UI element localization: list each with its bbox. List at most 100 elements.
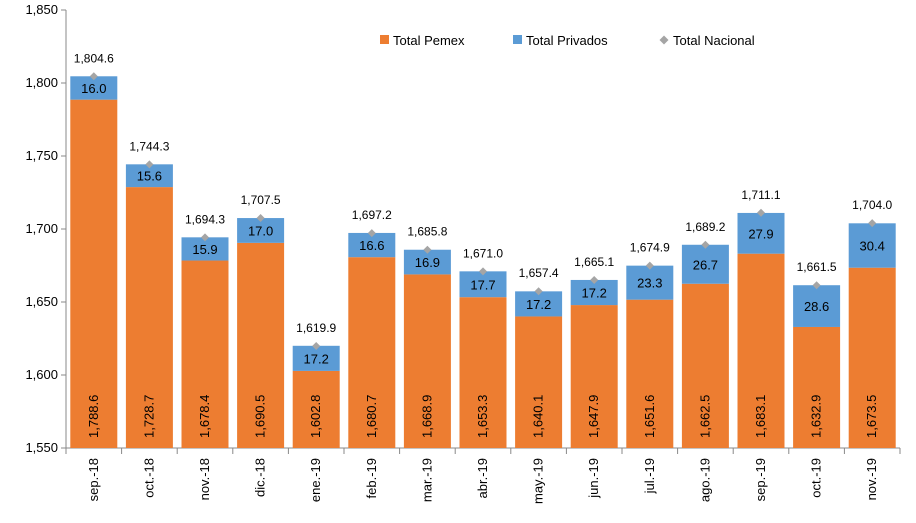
marker-nacional — [479, 267, 487, 276]
bar-segment-privados — [125, 164, 173, 188]
data-label-privados: 17.2 — [526, 297, 551, 312]
data-label-nacional: 1,694.3 — [185, 212, 225, 226]
bar-segment-privados — [848, 223, 896, 268]
data-label-pemex: 1,683.1 — [753, 395, 768, 438]
data-label-nacional: 1,804.6 — [74, 51, 114, 65]
marker-nacional — [312, 341, 321, 350]
data-label-pemex: 1,690.5 — [253, 395, 268, 438]
bar-segment-pemex — [570, 305, 618, 448]
data-label-privados: 16.6 — [359, 238, 384, 253]
data-label-pemex: 1,651.6 — [642, 395, 657, 438]
y-tick-label: 1,700 — [25, 221, 58, 236]
bar-segment-privados — [626, 265, 674, 300]
marker-nacional — [701, 240, 710, 249]
bar-segment-pemex — [237, 242, 285, 448]
bar-segment-pemex — [626, 299, 674, 448]
x-tick-label: feb.-19 — [364, 458, 379, 498]
data-label-pemex: 1,678.4 — [197, 395, 212, 438]
bar-segment-privados — [737, 212, 785, 254]
y-tick-label: 1,650 — [25, 294, 58, 309]
bar-segment-privados — [793, 285, 841, 327]
x-tick-label: mar.-19 — [419, 458, 434, 502]
data-label-privados: 16.9 — [415, 255, 440, 270]
legend-swatch — [380, 35, 389, 44]
data-label-privados: 23.3 — [637, 276, 662, 291]
data-label-pemex: 1,788.6 — [86, 395, 101, 438]
y-tick-label: 1,850 — [25, 2, 58, 17]
data-label-nacional: 1,707.5 — [241, 193, 281, 207]
x-tick-label: ago.-19 — [697, 458, 712, 502]
marker-nacional — [534, 287, 543, 296]
chart-data-labels: 1,788.6 16.0 1,804.6 1,728.7 15.6 1,744.3 1,67… — [74, 51, 893, 438]
bar-segment-privados — [237, 218, 285, 243]
bar-segment-pemex — [70, 99, 118, 449]
data-label-pemex: 1,640.1 — [531, 395, 546, 438]
x-tick-label: jun.-19 — [586, 458, 601, 499]
data-label-privados: 17.7 — [470, 277, 495, 292]
data-label-privados: 15.9 — [192, 242, 217, 257]
data-label-pemex: 1,632.9 — [809, 395, 824, 438]
marker-nacional — [590, 275, 599, 284]
marker-nacional — [645, 261, 654, 270]
y-tick-label: 1,750 — [25, 148, 58, 163]
chart-legend: Total Pemex Total Privados Total Nacional — [380, 33, 755, 48]
legend-swatch — [659, 35, 669, 45]
marker-nacional — [367, 229, 376, 238]
bar-segment-privados — [181, 237, 229, 261]
marker-nacional — [201, 233, 209, 242]
data-label-nacional: 1,674.9 — [630, 241, 670, 255]
data-label-nacional: 1,657.4 — [519, 266, 559, 280]
data-label-privados: 26.7 — [693, 257, 718, 272]
bar-segment-pemex — [292, 370, 340, 448]
marker-nacional — [757, 208, 765, 217]
bar-segment-pemex — [848, 267, 896, 448]
data-label-nacional: 1,744.3 — [129, 139, 169, 153]
y-tick-label: 1,600 — [25, 367, 58, 382]
data-label-nacional: 1,704.0 — [852, 198, 892, 212]
data-label-nacional: 1,689.2 — [685, 220, 725, 234]
data-label-privados: 30.4 — [860, 238, 885, 253]
x-tick-label: nov.-18 — [197, 458, 212, 500]
bar-segment-privados — [570, 279, 618, 306]
bar-segment-pemex — [515, 316, 563, 448]
legend-swatch — [513, 35, 522, 44]
data-label-privados: 27.9 — [748, 226, 773, 241]
bar-segment-pemex — [125, 187, 173, 448]
bar-segment-privados — [515, 291, 563, 317]
data-label-pemex: 1,647.9 — [586, 395, 601, 438]
bar-segment-privados — [292, 345, 340, 371]
marker-nacional — [145, 160, 154, 169]
data-label-nacional: 1,671.0 — [463, 246, 503, 260]
data-label-nacional: 1,697.2 — [352, 208, 392, 222]
chart-bars — [70, 72, 896, 449]
data-label-nacional: 1,665.1 — [574, 255, 614, 269]
x-tick-label: ene.-19 — [308, 458, 323, 502]
legend-label: Total Nacional — [673, 33, 755, 48]
data-label-nacional: 1,711.1 — [741, 188, 780, 202]
data-label-pemex: 1,653.3 — [475, 395, 490, 438]
y-tick-label: 1,550 — [25, 440, 58, 455]
legend-label: Total Privados — [526, 33, 608, 48]
data-label-pemex: 1,728.7 — [141, 395, 156, 438]
x-tick-label: abr.-19 — [475, 458, 490, 498]
data-label-privados: 28.6 — [804, 299, 829, 314]
bar-segment-pemex — [348, 257, 396, 448]
marker-nacional — [256, 214, 265, 223]
data-label-pemex: 1,673.5 — [864, 395, 879, 438]
x-tick-label: sep.-19 — [753, 458, 768, 501]
data-label-pemex: 1,680.7 — [364, 395, 379, 438]
x-tick-label: nov.-19 — [864, 458, 879, 500]
bar-segment-pemex — [681, 283, 729, 448]
bar-segment-pemex — [459, 297, 507, 448]
data-label-nacional: 1,661.5 — [797, 260, 837, 274]
data-label-nacional: 1,685.8 — [407, 225, 447, 239]
x-tick-label: sep.-18 — [86, 458, 101, 501]
marker-nacional — [868, 219, 877, 228]
bar-segment-privados — [70, 76, 118, 100]
bar-segment-pemex — [793, 326, 841, 448]
bar-segment-pemex — [403, 274, 451, 448]
x-tick-label: oct.-19 — [809, 458, 824, 498]
x-tick-label: dic.-18 — [253, 458, 268, 497]
bar-segment-privados — [459, 271, 507, 298]
